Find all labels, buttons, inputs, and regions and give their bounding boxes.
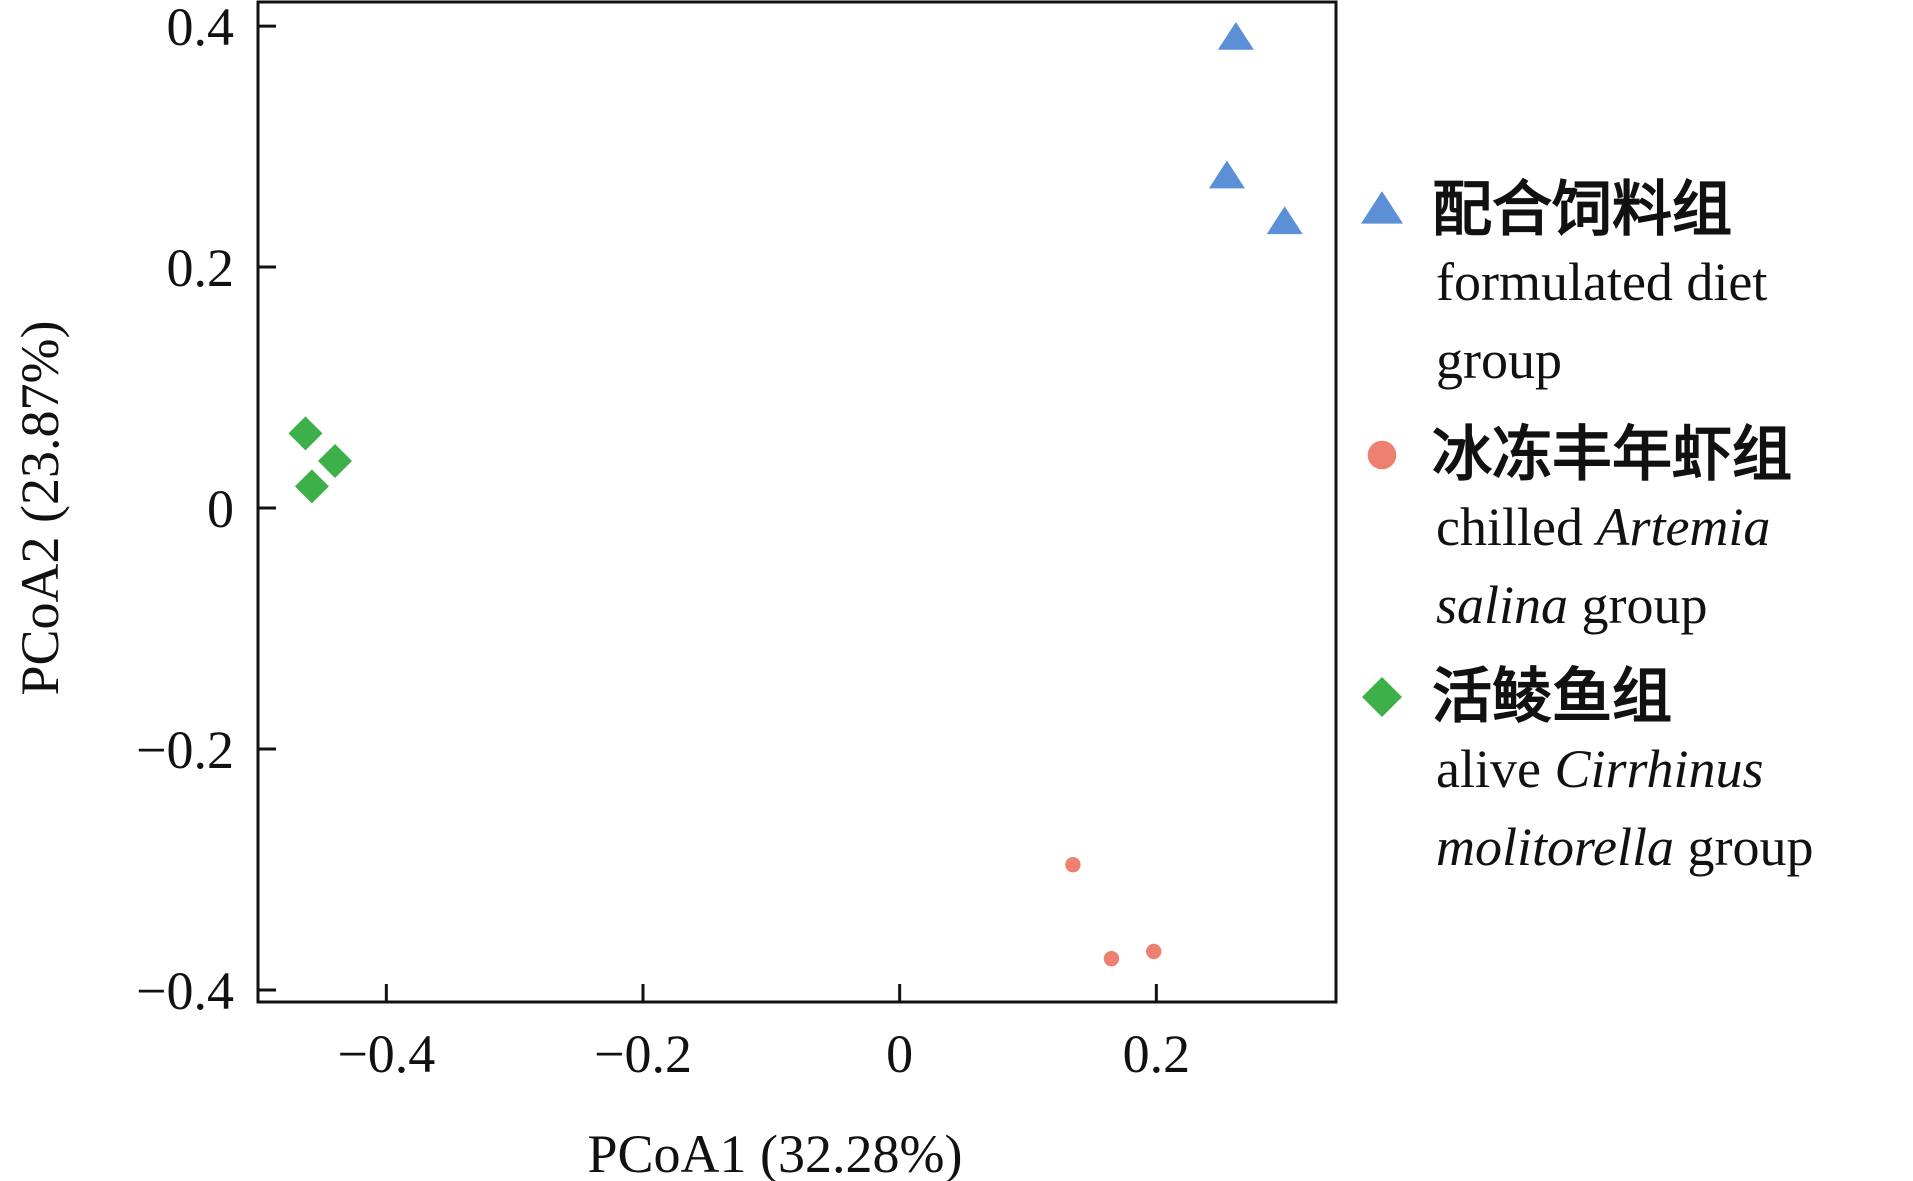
legend-label-en: salina group <box>1436 575 1708 635</box>
x-axis-ticks: −0.4 −0.2 0 0.2 <box>337 984 1190 1084</box>
legend-item: 活鲮鱼组 alive Cirrhinus molitorella group <box>1362 662 1813 877</box>
circle-data-point <box>1065 856 1081 873</box>
legend-circle-marker <box>1367 440 1397 470</box>
diamond-data-point <box>288 416 323 451</box>
plot-frame <box>256 0 1338 1004</box>
legend-label-en: group <box>1436 330 1562 390</box>
diamond-data-point <box>318 444 352 479</box>
y-axis-ticks: −0.4 −0.2 0 0.2 0.4 <box>136 0 276 1021</box>
x-tick-label: −0.2 <box>594 1024 692 1084</box>
diamond-data-point <box>294 469 329 504</box>
x-tick-label: −0.4 <box>337 1024 435 1084</box>
circle-data-point <box>1146 943 1162 960</box>
legend-label-cn: 活鲮鱼组 <box>1432 662 1672 732</box>
x-axis-title: PCoA1 (32.28%) <box>588 1124 963 1181</box>
y-tick-label: 0 <box>207 479 234 539</box>
x-tick-label: 0.2 <box>1123 1024 1191 1084</box>
data-points <box>288 21 1303 967</box>
legend-label-en: molitorella group <box>1436 817 1813 877</box>
legend-diamond-marker <box>1362 677 1402 717</box>
y-tick-label: −0.4 <box>136 961 234 1021</box>
triangle-data-point <box>1217 21 1254 50</box>
legend-label-en: chilled Artemia <box>1436 497 1770 557</box>
legend-item: 配合饲料组 formulated diet group <box>1361 175 1767 390</box>
legend-label-en: formulated diet <box>1436 252 1767 312</box>
y-tick-label: 0.2 <box>167 238 235 298</box>
triangle-data-point <box>1266 206 1303 235</box>
circle-data-point <box>1103 950 1120 967</box>
y-tick-label: 0.4 <box>167 0 235 57</box>
legend-item: 冰冻丰年虾组 chilled Artemia salina group <box>1367 420 1792 635</box>
y-tick-label: −0.2 <box>136 720 234 780</box>
legend-triangle-marker <box>1361 191 1403 224</box>
legend-label-cn: 冰冻丰年虾组 <box>1432 420 1792 490</box>
legend: 配合饲料组 formulated diet group 冰冻丰年虾组 chilled A… <box>1361 175 1813 877</box>
legend-label-cn: 配合饲料组 <box>1432 175 1732 245</box>
legend-label-en: alive Cirrhinus <box>1436 739 1764 799</box>
y-axis-title: PCoA2 (23.87%) <box>10 321 70 696</box>
triangle-data-point <box>1208 160 1245 189</box>
x-tick-label: 0 <box>886 1024 913 1084</box>
